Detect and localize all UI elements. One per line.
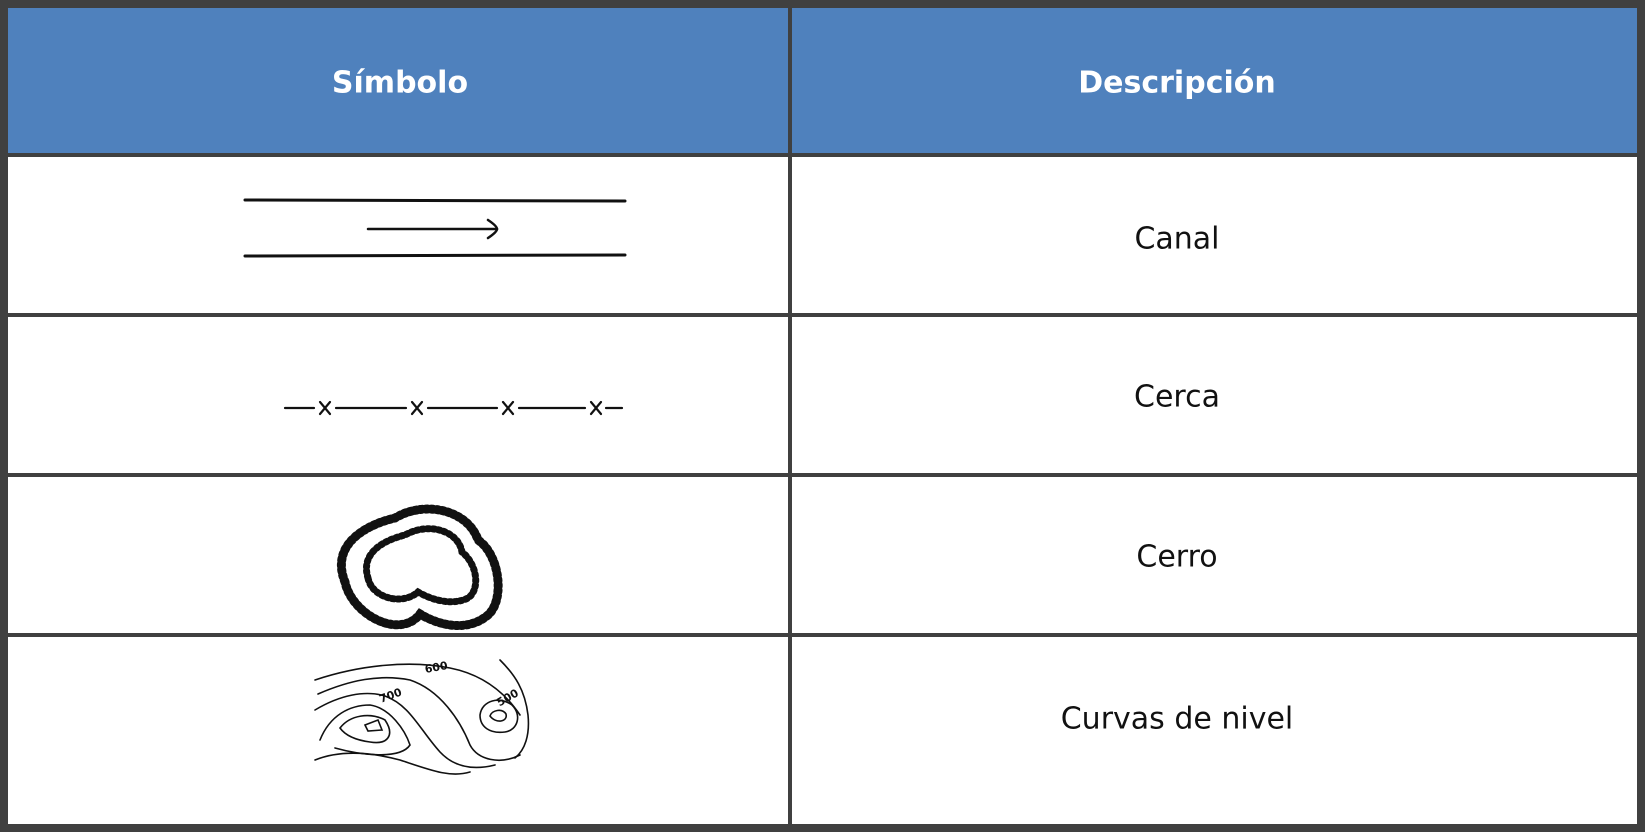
contour-label: 600 (424, 659, 449, 676)
contour-label: 700 (378, 685, 404, 705)
header-cell: Símbolo (332, 66, 468, 101)
header-background (8, 8, 1637, 155)
description: Canal (1134, 222, 1219, 257)
description: Cerca (1134, 380, 1220, 415)
hill-symbol (336, 504, 503, 631)
description: Cerro (1136, 540, 1217, 575)
header-cell: Descripción (1078, 66, 1275, 101)
fence-symbol (283, 400, 624, 416)
description: Curvas de nivel (1061, 702, 1294, 737)
canal-symbol (243, 198, 627, 258)
contour-symbol: 600 700 500 (314, 659, 530, 775)
